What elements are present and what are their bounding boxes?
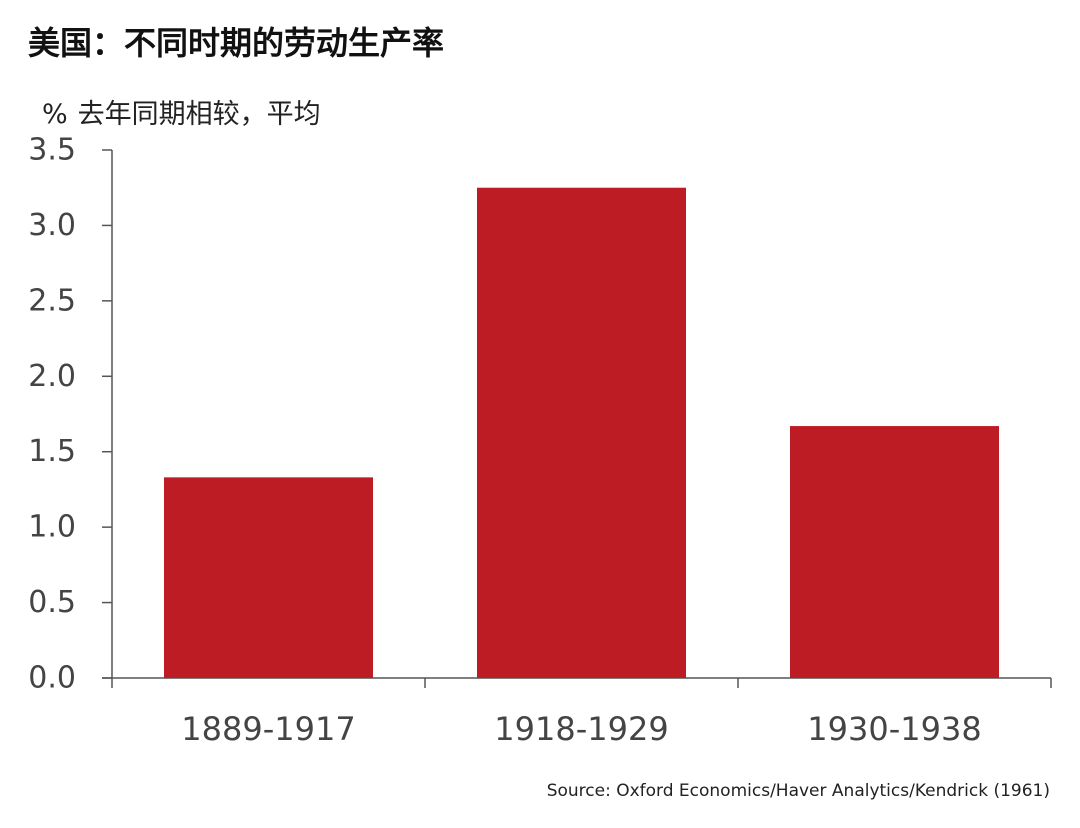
y-tick-label: 0.0	[28, 661, 76, 696]
y-tick-label: 2.5	[28, 283, 76, 318]
source-note: Source: Oxford Economics/Haver Analytics…	[546, 781, 1050, 801]
y-tick-label: 1.5	[28, 434, 76, 469]
y-axis-description: 去年同期相较，平均	[77, 99, 321, 130]
bar-1918-1929	[477, 187, 686, 678]
y-axis-unit: %	[42, 99, 68, 130]
y-axis-subtitle: % 去年同期相较，平均	[42, 92, 321, 131]
chart-title: 美国：不同时期的劳动生产率	[28, 24, 445, 62]
y-tick-label: 0.5	[28, 585, 76, 620]
y-tick-label: 3.0	[28, 208, 76, 243]
bar-1889-1917	[164, 477, 373, 678]
chart-labels: 0.0 0.5 1.0 1.5 2.0 2.5 3.0 3.5 1889-1917 1918-19…	[28, 133, 981, 749]
y-tick-label: 2.0	[28, 359, 76, 394]
x-tick-label: 1930-1938	[807, 710, 981, 748]
y-tick-label: 3.5	[28, 133, 76, 168]
x-tick-label: 1889-1917	[181, 710, 355, 748]
chart-bars	[164, 187, 999, 678]
y-tick-label: 1.0	[28, 510, 76, 545]
bar-1930-1938	[790, 426, 999, 678]
x-tick-label: 1918-1929	[494, 710, 668, 748]
